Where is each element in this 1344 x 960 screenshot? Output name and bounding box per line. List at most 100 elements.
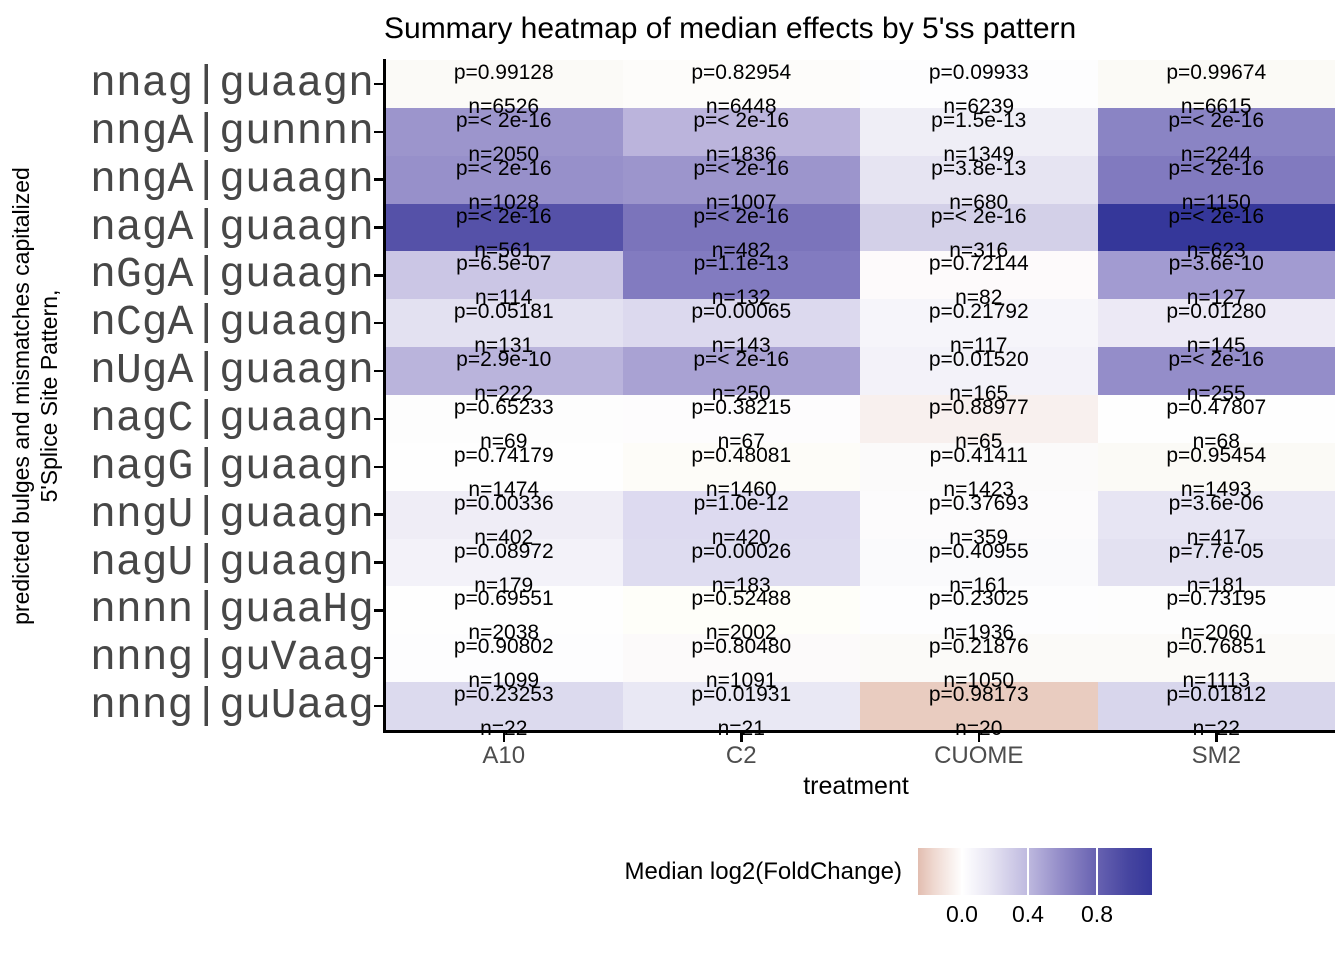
cell-p-value: p=< 2e-16 bbox=[1168, 348, 1265, 372]
cell-n-count: n=255 bbox=[1186, 382, 1246, 406]
heatmap-cell: p=0.09933 n=6239 bbox=[860, 60, 1098, 118]
cell-p-value: p=0.00026 bbox=[691, 539, 792, 563]
heatmap-cell: p=< 2e-16 n=316 bbox=[860, 203, 1098, 261]
cell-p-value: p=0.38215 bbox=[691, 396, 792, 419]
heatmap-cell: p=0.82954 n=6448 bbox=[622, 60, 860, 118]
y-axis-tick-mark bbox=[374, 82, 384, 86]
cell-n-count: n=131 bbox=[474, 334, 534, 358]
cell-n-count: n=316 bbox=[949, 238, 1009, 262]
y-axis-title: predicted bulges and mismatches capitali… bbox=[7, 56, 65, 736]
y-axis-tick-label: nagG|guaagn bbox=[90, 441, 374, 491]
cell-p-value: p=0.21876 bbox=[928, 635, 1029, 659]
heatmap-cell: p=0.76851 n=1113 bbox=[1097, 634, 1335, 692]
legend-tick-label: 0.8 bbox=[1081, 901, 1113, 927]
cell-n-count: n=165 bbox=[949, 382, 1009, 406]
heatmap-cell: p=0.01280 n=145 bbox=[1097, 299, 1335, 357]
cell-n-count: n=1474 bbox=[468, 477, 540, 501]
cell-p-value: p=0.99674 bbox=[1166, 61, 1267, 84]
heatmap-cell: p=0.95454 n=1493 bbox=[1097, 442, 1335, 500]
x-axis-tick-label: CUOME bbox=[934, 742, 1024, 769]
cell-n-count: n=250 bbox=[711, 382, 771, 406]
heatmap-cell: p=< 2e-16 n=1007 bbox=[622, 155, 860, 213]
cell-p-value: p=< 2e-16 bbox=[455, 108, 552, 132]
cell-p-value: p=0.95454 bbox=[1166, 443, 1267, 467]
y-axis-tick-mark bbox=[374, 465, 384, 469]
heatmap-cell: p=< 2e-16 n=623 bbox=[1097, 203, 1335, 261]
cell-p-value: p=< 2e-16 bbox=[1168, 108, 1265, 132]
heatmap-cell: p=0.80480 n=1091 bbox=[622, 634, 860, 692]
heatmap-cell: p=3.8e-13 n=680 bbox=[860, 155, 1098, 213]
cell-n-count: n=1460 bbox=[705, 477, 777, 501]
cell-p-value: p=0.00065 bbox=[691, 300, 792, 324]
cell-n-count: n=114 bbox=[475, 286, 533, 310]
cell-p-value: p=3.6e-10 bbox=[1168, 252, 1264, 276]
heatmap-cell: p=3.6e-10 n=127 bbox=[1097, 251, 1335, 309]
heatmap-cell: p=0.41411 n=1423 bbox=[860, 442, 1098, 500]
y-axis-tick-label: nnng|guVaag bbox=[90, 633, 374, 683]
heatmap-cell: p=1.5e-13 n=1349 bbox=[860, 107, 1098, 165]
heatmap-cell: p=< 2e-16 n=1028 bbox=[385, 155, 623, 213]
cell-n-count: n=143 bbox=[711, 334, 771, 358]
y-axis-title-line-inner: 5'Splice Site Pattern, bbox=[36, 289, 62, 503]
y-axis-tick-label: nnng|guUaag bbox=[90, 681, 374, 731]
cell-p-value: p=0.99128 bbox=[453, 61, 554, 84]
x-axis-title: treatment bbox=[803, 772, 909, 800]
cell-n-count: n=1493 bbox=[1180, 477, 1252, 501]
heatmap-cell: p=0.23025 n=1936 bbox=[860, 586, 1098, 644]
heatmap-cell: p=0.73195 n=2060 bbox=[1097, 586, 1335, 644]
cell-n-count: n=1349 bbox=[943, 142, 1015, 166]
cell-p-value: p=< 2e-16 bbox=[693, 348, 790, 372]
heatmap-cell: p=0.98173 n=20 bbox=[860, 682, 1098, 740]
cell-n-count: n=21 bbox=[717, 717, 765, 741]
cell-p-value: p=< 2e-16 bbox=[693, 108, 790, 132]
cell-n-count: n=117 bbox=[950, 334, 1008, 358]
y-axis-tick-mark bbox=[374, 609, 384, 612]
x-axis-tick-label: SM2 bbox=[1191, 742, 1241, 769]
x-axis-tick-label: A10 bbox=[482, 742, 526, 769]
cell-p-value: p=0.21792 bbox=[928, 300, 1029, 324]
y-axis-line bbox=[383, 59, 386, 733]
cell-n-count: n=132 bbox=[711, 286, 771, 310]
cell-p-value: p=0.01520 bbox=[928, 348, 1029, 372]
heatmap-cell: p=0.38215 n=67 bbox=[622, 395, 860, 453]
legend-tick-label: 0.0 bbox=[945, 901, 978, 927]
heatmap-cell: p=0.01812 n=22 bbox=[1097, 682, 1335, 740]
heatmap-cell: p=0.37693 n=359 bbox=[860, 490, 1098, 548]
cell-p-value: p=0.23025 bbox=[928, 587, 1029, 611]
x-axis-line bbox=[383, 730, 1335, 733]
y-axis-tick-label: nCgA|guaagn bbox=[90, 298, 374, 348]
heatmap-cell: p=0.74179 n=1474 bbox=[385, 442, 623, 500]
cell-p-value: p=6.5e-07 bbox=[456, 252, 552, 276]
cell-n-count: n=680 bbox=[949, 190, 1009, 214]
cell-n-count: n=1150 bbox=[1181, 190, 1251, 214]
heatmap-cell: p=0.65233 n=69 bbox=[385, 395, 623, 453]
heatmap-cell: p=0.05181 n=131 bbox=[385, 299, 623, 357]
cell-p-value: p=0.41411 bbox=[929, 443, 1028, 467]
cell-n-count: n=6448 bbox=[705, 95, 777, 118]
cell-n-count: n=1936 bbox=[943, 621, 1015, 645]
x-axis-tick-mark bbox=[502, 733, 505, 742]
cell-p-value: p=0.52488 bbox=[691, 587, 792, 611]
y-axis-tick-label: nGgA|guaagn bbox=[90, 250, 374, 300]
cell-n-count: n=623 bbox=[1186, 238, 1246, 262]
cell-n-count: n=2060 bbox=[1180, 621, 1252, 645]
heatmap-cell: p=0.99674 n=6615 bbox=[1097, 60, 1335, 118]
x-axis-tick-mark bbox=[977, 733, 980, 742]
cell-n-count: n=1423 bbox=[943, 477, 1015, 501]
cell-n-count: n=359 bbox=[949, 525, 1009, 549]
heatmap-cell: p=1.0e-12 n=420 bbox=[622, 490, 860, 548]
cell-p-value: p=3.6e-06 bbox=[1168, 491, 1264, 515]
y-axis-tick-mark bbox=[374, 130, 384, 134]
cell-n-count: n=417 bbox=[1186, 525, 1246, 549]
heatmap-cell: p=0.69551 n=2038 bbox=[385, 586, 623, 644]
cell-n-count: n=1007 bbox=[705, 190, 777, 214]
cell-n-count: n=1113 bbox=[1182, 669, 1251, 693]
cell-p-value: p=0.88977 bbox=[928, 396, 1029, 419]
heatmap-cell: p=2.9e-10 n=222 bbox=[385, 347, 623, 405]
cell-p-value: p=0.76851 bbox=[1166, 635, 1267, 659]
cell-p-value: p=0.01812 bbox=[1166, 683, 1267, 707]
heatmap-cell: p=0.48081 n=1460 bbox=[622, 442, 860, 500]
heatmap-cell: p=0.52488 n=2002 bbox=[622, 586, 860, 644]
cell-n-count: n=2002 bbox=[705, 621, 777, 645]
